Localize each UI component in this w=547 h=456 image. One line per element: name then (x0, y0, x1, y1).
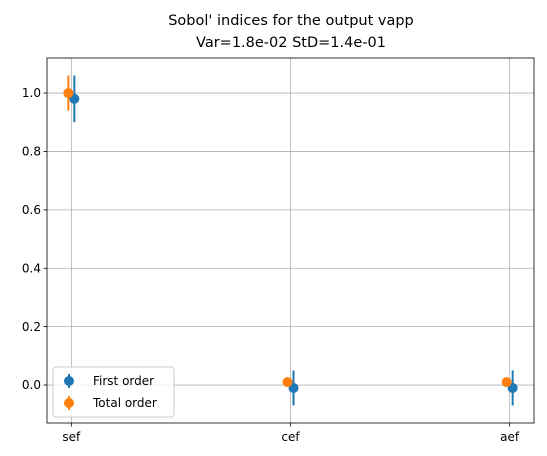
legend-label: First order (93, 374, 154, 388)
legend: First order Total order (52, 366, 175, 418)
y-tick-label: 1.0 (22, 86, 41, 100)
data-series (63, 75, 518, 406)
y-tick-label: 0.8 (22, 145, 41, 159)
legend-box (52, 366, 175, 418)
chart-title-line-1: Sobol' indices for the output vapp (168, 13, 414, 29)
y-tick-label: 0.6 (22, 203, 41, 217)
data-point (501, 377, 512, 388)
series-total-order (63, 75, 512, 388)
legend-marker (64, 376, 74, 386)
legend-marker (64, 398, 74, 408)
y-tick-label: 0.0 (22, 378, 41, 392)
series-first-order (69, 75, 518, 406)
data-point (282, 377, 293, 388)
chart-title-line-2: Var=1.8e-02 StD=1.4e-01 (196, 35, 386, 51)
legend-label: Total order (92, 396, 157, 410)
grid-lines (47, 58, 534, 423)
y-tick-label: 0.4 (22, 261, 41, 275)
data-point (63, 88, 74, 99)
chart-title: Sobol' indices for the output vapp Var=1… (168, 13, 414, 51)
axes: 0.0 0.2 0.4 0.6 0.8 1.0 sef cef aef (22, 57, 535, 444)
x-tick-label: aef (500, 430, 520, 444)
x-tick-label: sef (62, 430, 81, 444)
x-tick-label: cef (281, 430, 300, 444)
y-tick-label: 0.2 (22, 320, 41, 334)
